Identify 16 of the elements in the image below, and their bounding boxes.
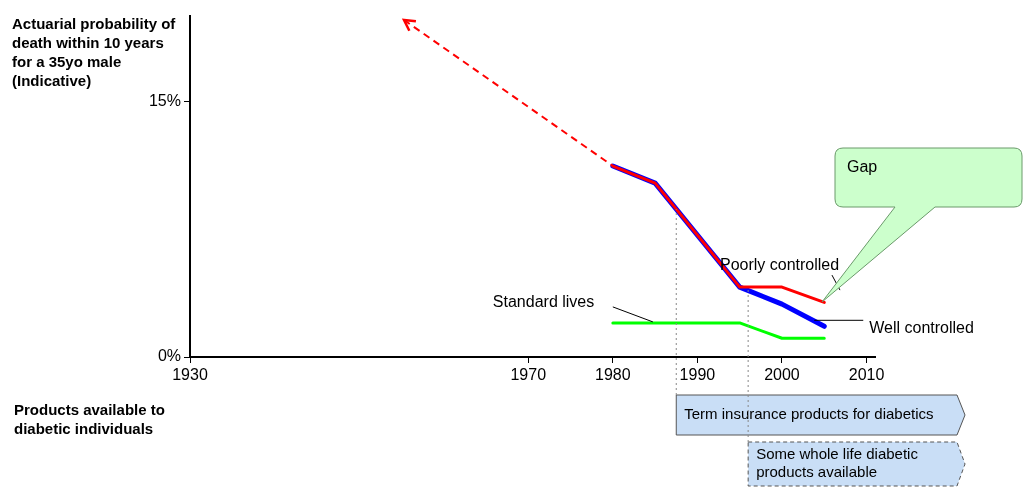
x-tick-label: 1930 [172,366,208,384]
x-tick-label: 2010 [848,366,885,384]
ref-line-label: Some whole life diabetic products available [756,445,919,481]
y-tick-label: 15% [148,91,181,109]
series-label: Poorly controlled [719,255,840,273]
y-axis-title: Actuarial probability of death within 10 years for a 35yo male (Indicative) [12,14,177,90]
x-tick-label: 1970 [510,366,547,384]
text: Well controlled [869,318,974,336]
annotation: Gap [847,158,878,176]
x-tick-label: 1980 [595,366,631,384]
text: Products available to diabetic individuals [14,400,166,438]
ref-line-label: Term insurance products for diabetics [684,405,934,423]
x-tick-label: 2000 [764,366,800,384]
y-tick-label: 0% [157,347,181,365]
series-label: Standard lives [492,293,595,311]
x-tick-label: 1990 [679,366,716,384]
